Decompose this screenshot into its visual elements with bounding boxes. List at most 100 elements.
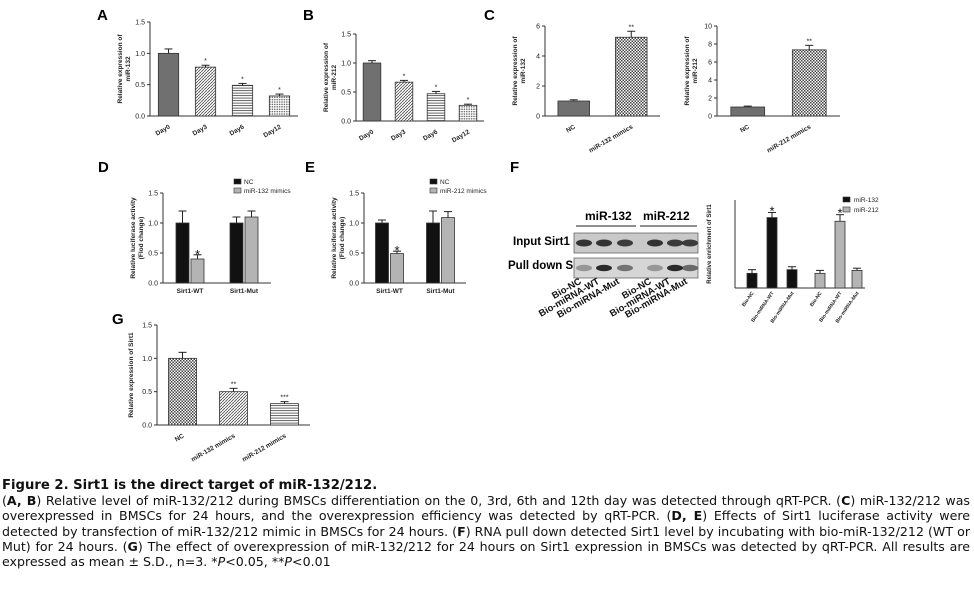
y-tick-label: 1.5 — [349, 191, 359, 198]
y-tick-label: 0.0 — [142, 423, 152, 430]
x-tick-label: Day12 — [262, 123, 282, 139]
significance-mark: * — [467, 97, 470, 104]
significance-mark: ** — [629, 24, 635, 31]
chart-panel-a: 0.0 0.5 1.0 1.5 Relative expression of miR-13… — [117, 20, 298, 139]
y-axis-label: Relative luciferase activity — [331, 197, 338, 279]
bar — [244, 216, 259, 284]
significance-mark: * — [195, 247, 200, 262]
panel-label-d: D — [98, 159, 109, 176]
blot-row-label-input: Input Sirt1 — [513, 236, 570, 248]
caption-segment: ) The effect of overexpression of miR-13… — [2, 538, 970, 570]
x-tick-label: Day3 — [390, 128, 407, 142]
caption-segment: <0.05, ** — [225, 554, 285, 570]
caption-segment: ) Effects of Sirt1 luciferase activity w… — [2, 508, 970, 539]
caption-segment: ) Relative level of miR-132/212 during B… — [36, 493, 842, 509]
legend-label: miR-212 mimics — [440, 188, 487, 195]
figure-panels: A B C D E F G 0.0 0.5 1.0 1.5 Relative expre… — [97, 7, 879, 463]
bar — [458, 104, 478, 122]
significance-mark: * — [278, 87, 281, 94]
chart-panel-g: 0.0 0.5 1.0 1.5 Relative expression of Sirt1… — [128, 323, 310, 463]
y-tick-label: 1.5 — [135, 20, 145, 27]
bar — [441, 217, 455, 284]
y-tick-label: 1.5 — [341, 32, 351, 39]
blot-band-input — [617, 239, 633, 247]
legend-label: NC — [244, 179, 254, 186]
bar — [229, 222, 244, 284]
caption-segment: <0.01 — [292, 554, 331, 570]
bar — [730, 106, 766, 117]
significance-mark: ** — [807, 38, 813, 45]
bar — [157, 52, 180, 117]
blot-band-pulldown — [617, 264, 633, 272]
y-tick-label: 1.5 — [148, 191, 158, 198]
bar — [786, 269, 798, 289]
y-tick-label: 0.0 — [349, 281, 359, 288]
bar — [766, 217, 778, 289]
x-tick-label: Day6 — [229, 123, 246, 137]
bar — [746, 272, 758, 289]
x-tick-label: Sirt1-WT — [177, 288, 204, 295]
blot-row-label-pulldown: Pull down Sirt1 — [508, 260, 592, 272]
x-tick-label: Day12 — [451, 128, 471, 144]
bar — [362, 62, 382, 122]
significance-mark: * — [204, 58, 207, 65]
y-tick-label: 4 — [536, 54, 540, 61]
panel-label-e: E — [305, 159, 315, 176]
y-axis-label: Relative expression of — [323, 42, 330, 112]
y-tick-label: 6 — [536, 24, 540, 31]
significance-mark: * — [769, 203, 774, 218]
caption-body: (A, B) Relative level of miR-132/212 dur… — [2, 493, 970, 569]
legend-label: miR-132 — [854, 197, 879, 204]
significance-mark: * — [241, 76, 244, 83]
blot-band-pulldown — [596, 264, 612, 272]
significance-mark: * — [403, 73, 406, 80]
legend-swatch — [842, 196, 851, 203]
caption-segment: ) RNA pull down detected Sirt1 level by … — [2, 523, 970, 554]
y-axis-label: miR-132 — [125, 56, 132, 82]
blot-band-input — [667, 239, 683, 247]
blot-band-input — [576, 239, 592, 247]
bar — [231, 84, 254, 117]
y-tick-label: 2 — [708, 96, 712, 103]
legend-label: miR-132 mimics — [244, 188, 291, 195]
significance-mark: ** — [231, 381, 237, 388]
caption-segment: A, B — [6, 493, 37, 509]
y-tick-label: 0.0 — [135, 114, 145, 121]
y-tick-label: 1.5 — [142, 323, 152, 330]
y-tick-label: 1.0 — [148, 221, 158, 228]
y-axis-label: Relative enrichment of Sirt1 — [707, 204, 713, 284]
y-tick-label: 0.5 — [341, 90, 351, 97]
y-tick-label: 0 — [536, 114, 540, 121]
significance-mark: * — [837, 206, 842, 221]
y-axis-label: Relative luciferase activity — [130, 197, 137, 279]
bar — [190, 258, 205, 284]
caption-segment: D, E — [671, 508, 703, 524]
caption-segment: P — [217, 554, 226, 570]
bar — [268, 95, 291, 117]
pulldown-blot: miR-132 miR-212 Input Sirt1 Pull down Si… — [508, 209, 699, 321]
x-tick-label: Sirt1-WT — [376, 288, 403, 295]
y-tick-label: 6 — [708, 60, 712, 67]
legend-swatch — [233, 178, 242, 185]
chart-panel-d: 0.0 0.5 1.0 1.5 Relative luciferase activity… — [130, 178, 291, 295]
significance-mark: * — [435, 84, 438, 91]
x-tick-label: Sirt1-Mut — [426, 288, 455, 295]
bar — [219, 391, 248, 426]
significance-mark: *** — [280, 395, 288, 402]
caption-segment: ) miR-132/212 was overexpressed in BMSCs… — [2, 493, 970, 524]
legend-label: NC — [440, 179, 450, 186]
y-tick-label: 1.0 — [135, 51, 145, 58]
panel-label-f: F — [510, 159, 519, 176]
y-tick-label: 1.0 — [341, 61, 351, 68]
blot-band-pulldown — [647, 264, 663, 272]
chart-panel-f-enrichment: Relative enrichment of Sirt1Bio-NC*Bio-m… — [707, 196, 879, 324]
caption-segment: C — [841, 493, 851, 509]
y-axis-label: Relative expression of — [117, 34, 124, 104]
chart-panel-b: 0.0 0.5 1.0 1.5 Relative expression of miR-21… — [323, 32, 484, 144]
y-tick-label: 4 — [708, 78, 712, 85]
y-tick-label: 0.0 — [341, 119, 351, 126]
y-tick-label: 8 — [708, 42, 712, 49]
caption-segment: P — [284, 554, 293, 570]
chart-panel-c-mir212: 0 2 4 6 8 10 Relative expression of miR-212 NC **… — [684, 24, 840, 154]
panel-label-g: G — [112, 311, 124, 328]
